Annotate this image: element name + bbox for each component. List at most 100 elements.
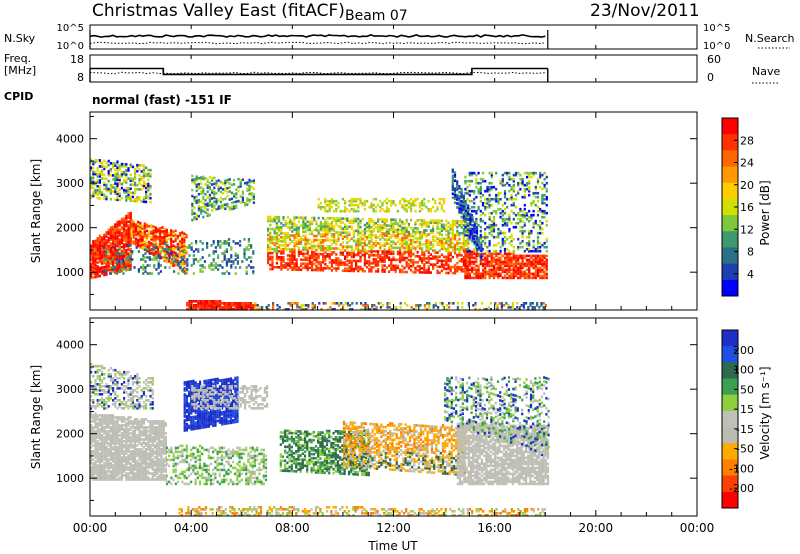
range-cell [447, 225, 450, 229]
range-cell [212, 306, 215, 309]
range-cell [456, 184, 459, 187]
range-cell [98, 175, 101, 178]
range-cell [506, 270, 509, 274]
range-cell [519, 229, 522, 233]
range-cell [471, 236, 474, 239]
range-cell [215, 198, 218, 201]
range-cell [326, 249, 329, 252]
range-cell [467, 204, 470, 207]
range-cell [528, 276, 531, 280]
range-cell [443, 209, 446, 213]
range-cell [423, 233, 426, 236]
range-cell [315, 244, 318, 248]
range-cell [379, 306, 382, 309]
range-cell [293, 246, 296, 249]
range-cell [98, 448, 101, 451]
range-cell [473, 242, 476, 246]
range-cell [306, 224, 309, 228]
range-cell [497, 207, 500, 211]
range-cell [243, 306, 246, 309]
range-cell [206, 204, 209, 207]
range-cell [252, 252, 255, 255]
range-cell [418, 267, 421, 270]
range-cell [313, 216, 316, 220]
range-cell [92, 466, 95, 469]
range-cell [98, 468, 101, 471]
range-cell [503, 239, 507, 243]
range-cell [211, 189, 214, 192]
range-cell [530, 217, 533, 221]
range-cell [295, 244, 298, 247]
range-cell [469, 219, 472, 222]
range-cell [372, 220, 375, 223]
range-cell [534, 264, 537, 268]
range-cell [341, 269, 344, 272]
range-cell [523, 254, 526, 258]
range-cell [302, 248, 305, 252]
range-cell [161, 238, 164, 241]
range-cell [458, 219, 461, 223]
range-cell [156, 243, 160, 247]
range-cell [282, 258, 285, 261]
range-cell [510, 262, 513, 266]
range-cell [449, 223, 452, 227]
range-cell [392, 230, 395, 233]
range-cell [396, 264, 399, 268]
range-cell [490, 268, 493, 272]
range-cell [145, 225, 149, 229]
range-cell [539, 225, 542, 229]
range-cell [454, 267, 457, 271]
range-cell [464, 225, 467, 229]
range-cell [239, 181, 242, 184]
range-cell [470, 227, 474, 231]
range-cell [410, 203, 413, 207]
range-cell [418, 233, 421, 236]
range-cell [175, 254, 178, 257]
range-cell [514, 173, 518, 177]
range-cell [273, 265, 276, 269]
range-cell [511, 306, 514, 309]
range-cell [315, 238, 318, 242]
range-cell [172, 246, 175, 249]
range-cell [116, 182, 119, 186]
range-cell [107, 268, 110, 272]
range-cell [418, 255, 421, 258]
range-cell [366, 304, 369, 307]
range-cell [539, 207, 542, 211]
range-cell [112, 178, 115, 181]
range-cell [372, 244, 375, 247]
range-cell [306, 240, 309, 244]
range-cell [370, 203, 373, 207]
range-cell [405, 260, 408, 264]
range-cell [477, 207, 480, 211]
range-cell [275, 223, 278, 227]
range-cell [317, 262, 320, 266]
range-cell [436, 231, 439, 234]
range-cell [339, 263, 342, 266]
range-cell [466, 191, 469, 195]
range-cell [172, 234, 175, 237]
range-cell [150, 236, 153, 239]
range-cell [539, 249, 542, 253]
range-cell [479, 195, 482, 199]
range-cell [362, 308, 365, 311]
range-cell [142, 184, 145, 187]
range-cell [94, 444, 97, 447]
range-cell [532, 191, 535, 195]
range-cell [238, 306, 242, 309]
range-cell [114, 233, 117, 236]
range-cell [213, 206, 216, 210]
range-cell [170, 255, 173, 258]
range-cell [525, 183, 529, 187]
range-cell [506, 171, 509, 175]
range-cell [224, 203, 227, 207]
range-cell [503, 231, 507, 235]
range-cell [462, 270, 465, 273]
range-cell [125, 169, 128, 172]
range-cell [381, 234, 384, 237]
range-cell [226, 180, 229, 184]
range-cell [392, 264, 395, 268]
range-cell [284, 262, 287, 265]
range-cell [470, 250, 474, 254]
range-cell [339, 225, 342, 228]
